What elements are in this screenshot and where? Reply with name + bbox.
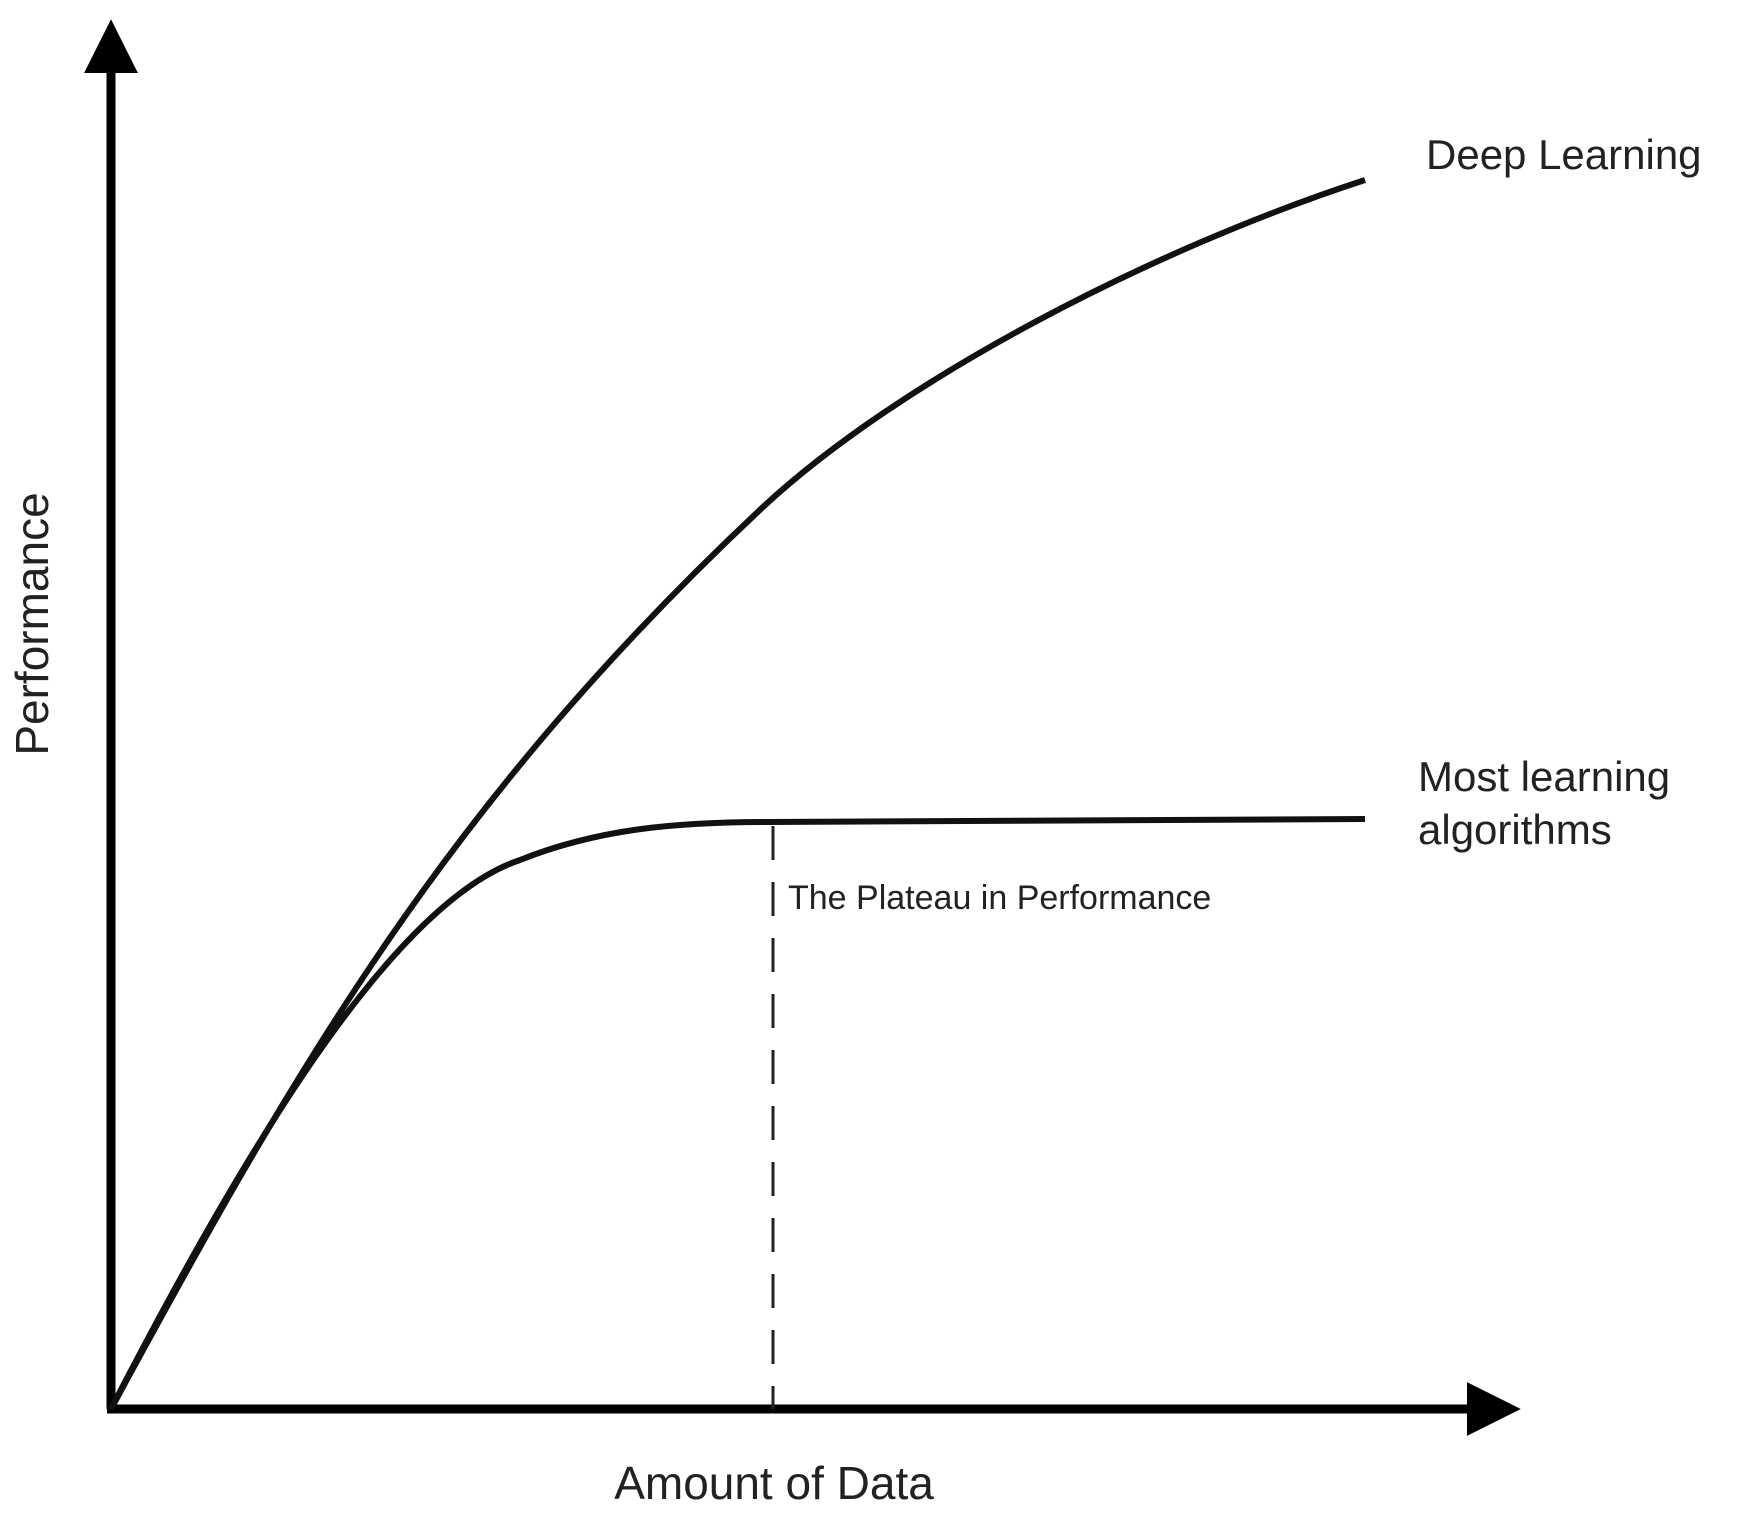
deep-learning-label: Deep Learning	[1426, 131, 1702, 178]
plateau-annotation: The Plateau in Performance	[788, 879, 1211, 917]
most-learning-label: algorithms	[1418, 806, 1612, 853]
most-learning-curve	[108, 816, 1366, 1411]
x-axis-label: Amount of Data	[614, 1457, 934, 1509]
deep-learning-curve	[108, 177, 1366, 1411]
most-learning-label: Most learning	[1418, 753, 1670, 800]
y-axis-label: Performance	[6, 492, 58, 755]
